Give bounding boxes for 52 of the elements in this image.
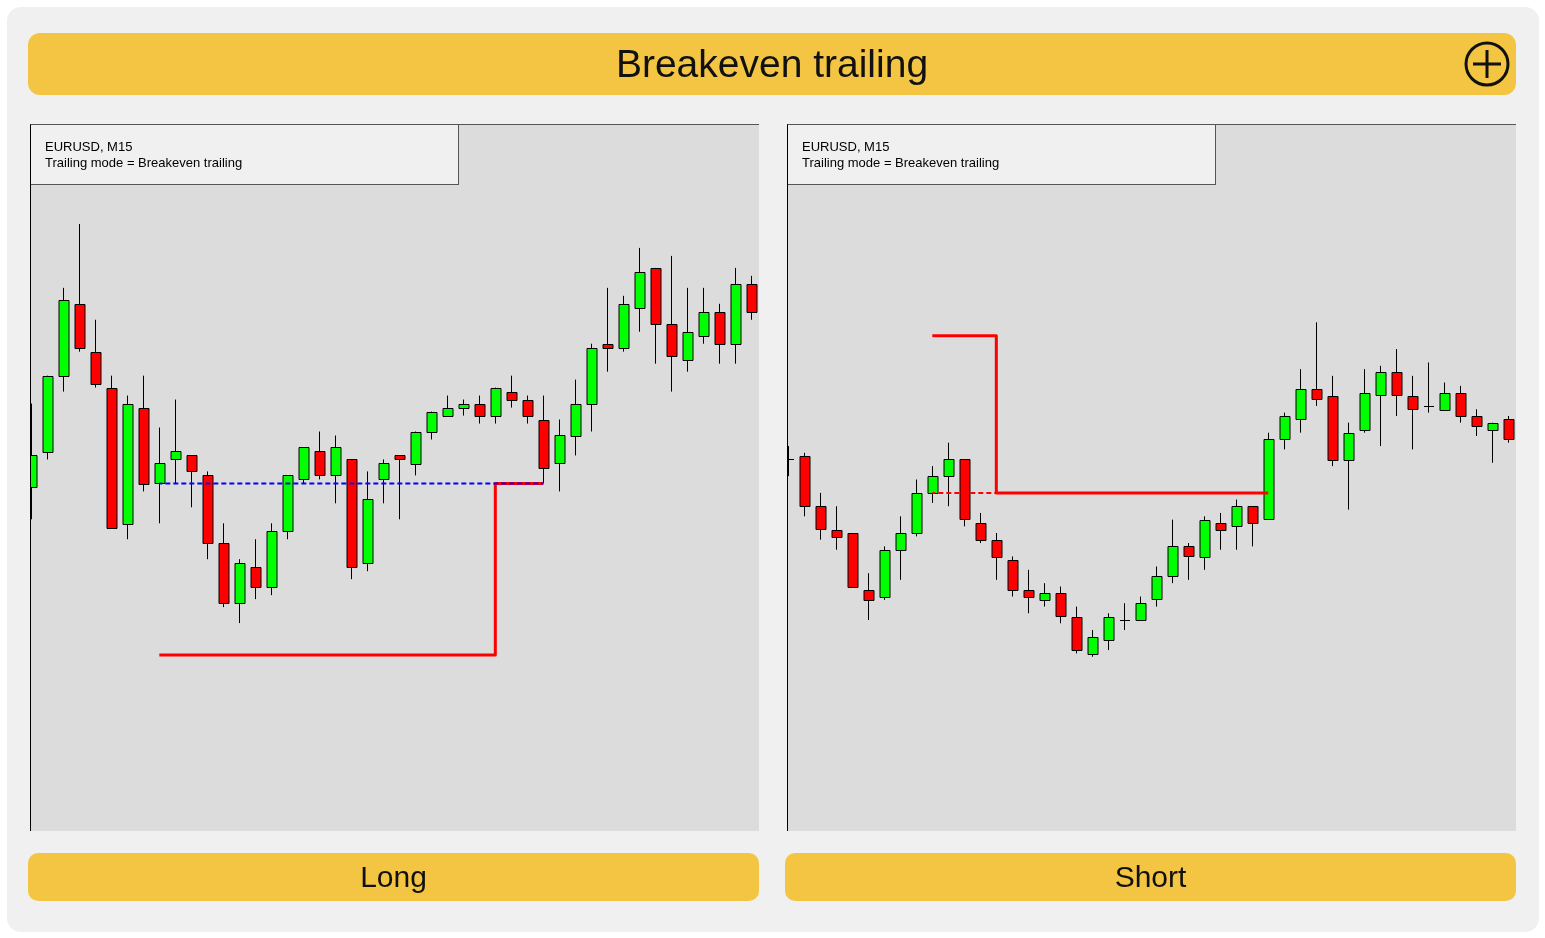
x-axis-title: Long (360, 860, 427, 894)
candlestick (314, 431, 326, 480)
candlestick (426, 411, 438, 440)
candlestick (1375, 365, 1387, 447)
candlestick (991, 532, 1003, 581)
candlestick (154, 427, 166, 524)
text: Trailing mode = Breakeven trailing (45, 154, 244, 171)
text: EURUSD, M15 (802, 138, 891, 155)
candlestick (1183, 542, 1195, 581)
candlestick (602, 287, 614, 373)
candlestick (1471, 408, 1483, 437)
candlestick (1055, 586, 1067, 624)
candlestick (170, 399, 182, 484)
candlestick (250, 538, 262, 600)
candlestick (975, 512, 987, 544)
candlestick (1247, 505, 1259, 547)
candlestick (186, 454, 198, 508)
candlestick (1215, 512, 1227, 551)
candlestick (1279, 412, 1291, 450)
candlestick (895, 515, 907, 581)
candlestick (1423, 361, 1435, 414)
candlestick (698, 287, 710, 345)
candlestick (474, 395, 486, 425)
candlestick (1391, 348, 1403, 417)
candlestick (1455, 385, 1467, 424)
text: Trailing mode = Breakeven trailing (802, 154, 1001, 171)
candlestick (1135, 596, 1147, 621)
candlestick (1119, 602, 1131, 631)
candlestick (863, 572, 875, 621)
candlestick (1311, 321, 1323, 407)
candlestick (522, 395, 534, 425)
candlestick (1151, 565, 1163, 608)
candlestick (1023, 569, 1035, 614)
candlestick (831, 505, 843, 551)
candlestick (442, 395, 454, 417)
candlestick (1439, 382, 1451, 411)
candlestick (927, 465, 939, 504)
candlestick (394, 454, 406, 520)
candlestick (506, 375, 518, 409)
candlestick (1231, 499, 1243, 551)
candlestick (1487, 422, 1499, 464)
candlestick (815, 492, 827, 541)
candlestick (1087, 629, 1099, 658)
text: Breakeven trailing (615, 42, 929, 86)
candlestick (1407, 375, 1419, 450)
x-axis-title: Short (1114, 860, 1187, 894)
candlestick (1503, 415, 1515, 444)
candlestick (1039, 582, 1051, 608)
text: EURUSD, M15 (45, 138, 134, 155)
candlestick (1103, 612, 1115, 651)
candlestick (378, 458, 390, 504)
candlestick (943, 442, 955, 507)
